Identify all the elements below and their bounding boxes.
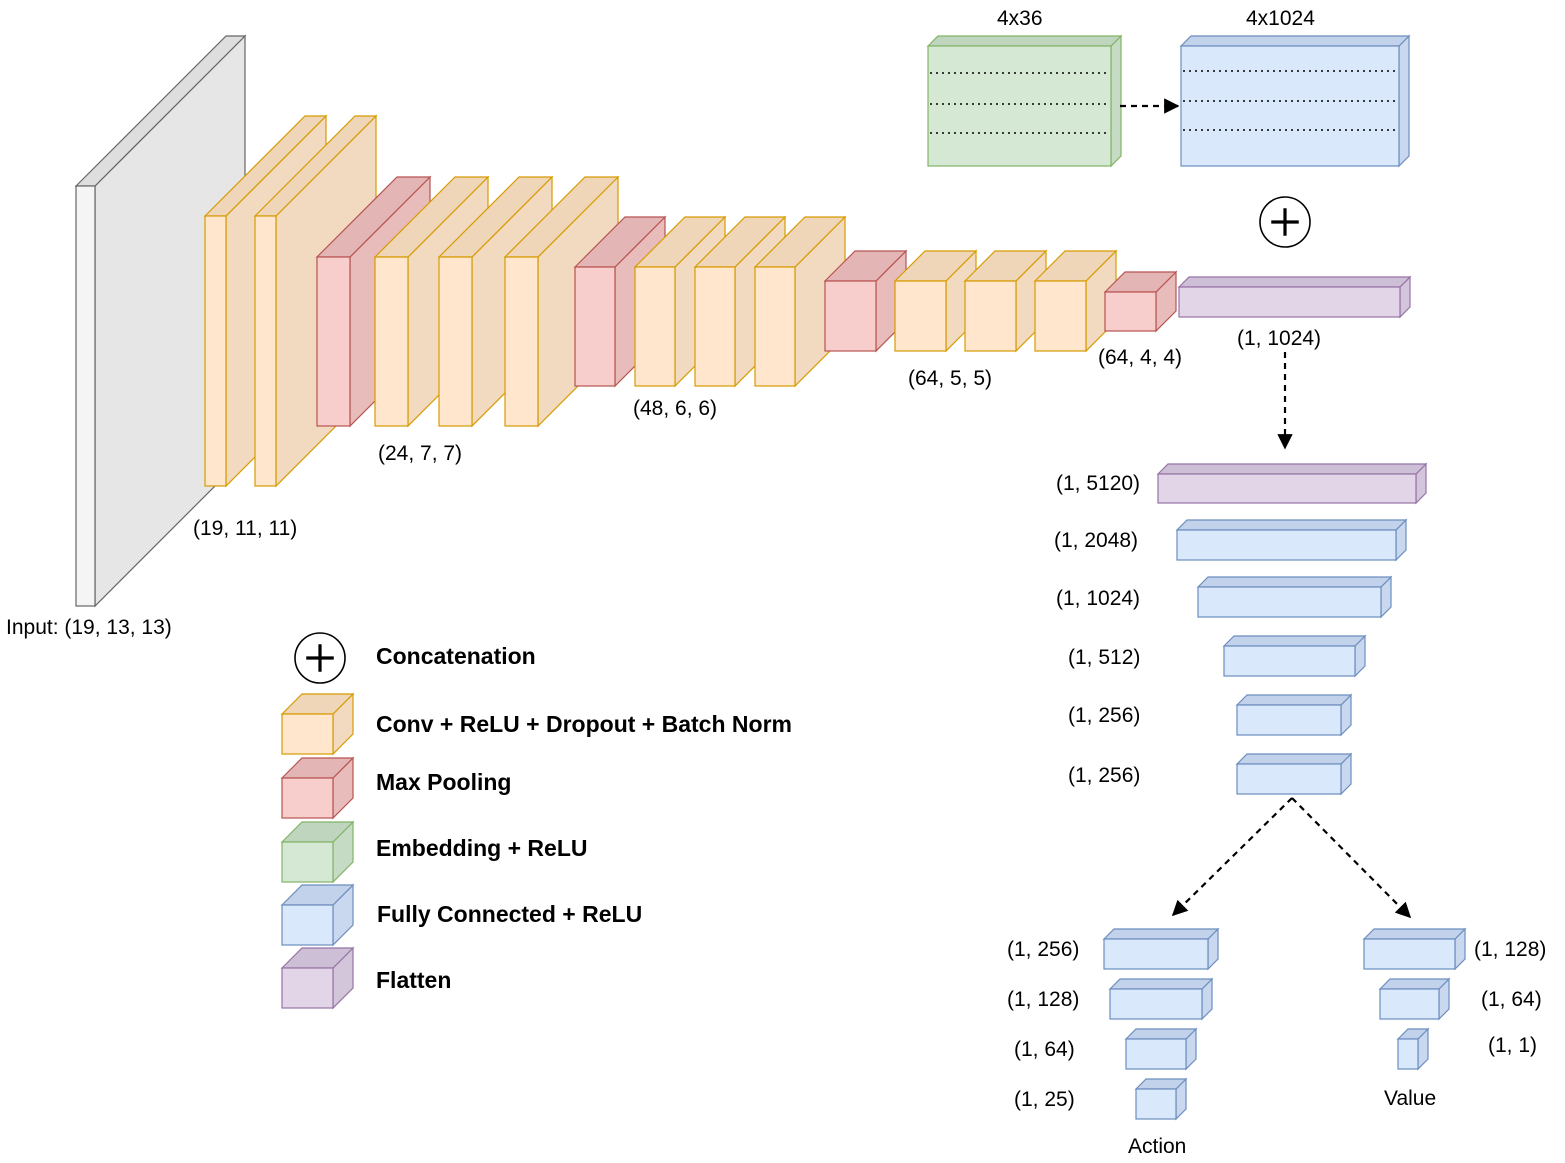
input-shape-label: Input: (19, 13, 13) [6, 616, 172, 639]
legend-concatenation-label: Concatenation [376, 643, 536, 669]
action-64-block [1124, 1027, 1198, 1071]
value-1-block [1396, 1027, 1430, 1071]
fc-5120-label: (1, 5120) [1056, 472, 1141, 495]
value-128-label: (1, 128) [1474, 938, 1547, 961]
conv4a-block [893, 249, 978, 353]
pool4-block [1103, 270, 1178, 333]
fc-1024-block [1196, 575, 1393, 619]
value-128-block [1362, 927, 1467, 971]
value-head-label: Value [1384, 1087, 1437, 1110]
flatten1-block [1177, 275, 1412, 319]
action-128-label: (1, 128) [1007, 988, 1080, 1011]
fc-5120-block [1156, 462, 1428, 505]
embedding-block [926, 34, 1123, 168]
legend-conv-swatch [280, 692, 355, 756]
to-action-head-arrow [1171, 797, 1293, 917]
embedding-shape-label: 4x36 [997, 7, 1043, 30]
legend-fc-label: Fully Connected + ReLU [377, 901, 643, 927]
legend-flatten-label: Flatten [376, 967, 452, 993]
conv4b-block [963, 249, 1048, 353]
fc-2048-label: (1, 2048) [1054, 529, 1139, 552]
layer-blocks [74, 34, 1467, 1121]
action-256-label: (1, 256) [1007, 938, 1080, 961]
conv1-shape-label: (19, 11, 11) [193, 517, 298, 540]
action-25-block [1134, 1077, 1188, 1121]
value-64-label: (1, 64) [1481, 988, 1542, 1011]
pool4-shape-label: (64, 4, 4) [1098, 346, 1183, 369]
conv2-shape-label: (24, 7, 7) [378, 442, 463, 465]
concat-plus-circle-icon [1259, 196, 1311, 248]
fc-1024-label: (1, 1024) [1056, 587, 1141, 610]
legend-pool-label: Max Pooling [376, 769, 512, 795]
pool3-block [823, 249, 908, 353]
legend-plus-circle-icon [294, 632, 346, 684]
fc-512-label: (1, 512) [1068, 646, 1141, 669]
action-25-label: (1, 25) [1014, 1088, 1075, 1111]
fc-256a-label: (1, 256) [1068, 704, 1141, 727]
legend-pool-swatch [280, 756, 355, 820]
conv3-shape-label: (48, 6, 6) [633, 397, 718, 420]
embedding-fc-block [1179, 34, 1411, 168]
flatten-shape-label: (1, 1024) [1237, 327, 1322, 350]
fc-256a-block [1235, 693, 1353, 737]
fc-256b-label: (1, 256) [1068, 764, 1141, 787]
legend-embedding-label: Embedding + ReLU [376, 835, 588, 861]
action-64-label: (1, 64) [1014, 1038, 1075, 1061]
action-head-label: Action [1128, 1135, 1187, 1158]
legend-fc-swatch [280, 883, 355, 947]
conv4c-block [1033, 249, 1118, 353]
value-64-block [1378, 977, 1451, 1021]
fc-2048-block [1175, 518, 1408, 562]
legend-conv-label: Conv + ReLU + Dropout + Batch Norm [376, 711, 792, 737]
action-128-block [1108, 977, 1214, 1021]
to-value-head-arrow [1291, 797, 1412, 919]
action-256-block [1102, 927, 1220, 971]
fc-256b-block [1235, 752, 1353, 796]
legend-flatten-swatch [280, 946, 355, 1010]
embedding-fc-shape-label: 4x1024 [1246, 7, 1315, 30]
decorations [294, 70, 1412, 919]
legend-embedding-swatch [280, 820, 355, 884]
fc-512-block [1222, 634, 1367, 678]
conv4-shape-label: (64, 5, 5) [908, 367, 993, 390]
value-1-label: (1, 1) [1488, 1034, 1538, 1057]
